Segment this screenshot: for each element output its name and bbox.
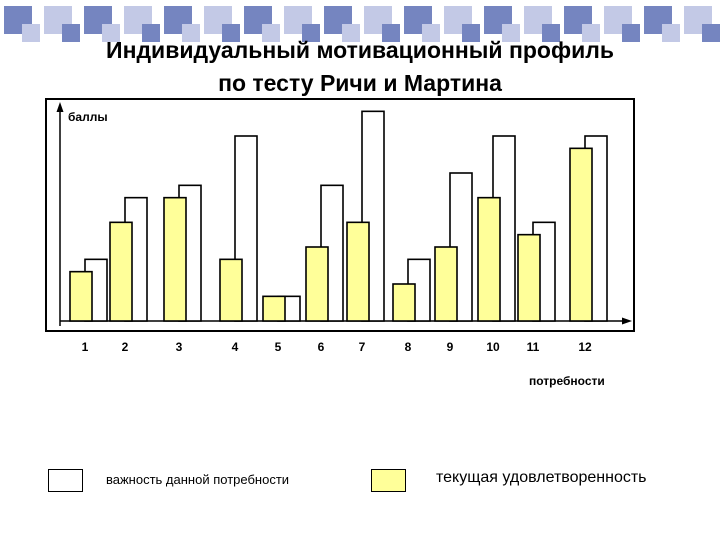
deco-square: [142, 24, 160, 42]
x-tick-label-2: 2: [122, 340, 129, 354]
bar-satisfaction-10: [477, 196, 501, 322]
deco-square: [102, 24, 120, 42]
deco-square: [382, 24, 400, 42]
deco-square: [502, 24, 520, 42]
x-tick-label-9: 9: [447, 340, 454, 354]
deco-square: [422, 24, 440, 42]
bar-satisfaction-5: [262, 295, 286, 322]
legend-swatch-importance: [48, 469, 83, 492]
deco-square: [662, 24, 680, 42]
x-tick-label-4: 4: [232, 340, 239, 354]
deco-square: [22, 24, 40, 42]
bar-satisfaction-11: [517, 233, 541, 322]
deco-square: [62, 24, 80, 42]
deco-square: [622, 24, 640, 42]
slide-title-line-1: Индивидуальный мотивационный профиль: [106, 37, 614, 63]
deco-square: [222, 24, 240, 42]
deco-square: [462, 24, 480, 42]
decorative-header-squares: [4, 6, 720, 42]
x-tick-label-3: 3: [176, 340, 183, 354]
bars-group: [69, 110, 608, 322]
x-tick-label-7: 7: [359, 340, 366, 354]
x-tick-label-8: 8: [405, 340, 412, 354]
slide-title-line-2: по тесту Ричи и Мартина: [218, 70, 502, 96]
x-tick-label-12: 12: [578, 340, 592, 354]
slide-title: Индивидуальный мотивационный профиль по …: [0, 34, 720, 100]
deco-square: [582, 24, 600, 42]
deco-square: [542, 24, 560, 42]
bar-satisfaction-2: [109, 221, 133, 322]
y-axis: [56, 102, 64, 326]
bar-satisfaction-9: [434, 246, 458, 322]
bar-satisfaction-4: [219, 258, 243, 322]
bar-satisfaction-6: [305, 246, 329, 322]
legend-label-importance: важность данной потребности: [106, 472, 290, 487]
x-tick-label-11: 11: [527, 340, 540, 354]
x-tick-label-10: 10: [486, 340, 500, 354]
deco-square: [182, 24, 200, 42]
bar-satisfaction-7: [346, 221, 370, 322]
bar-satisfaction-1: [69, 270, 93, 322]
bar-satisfaction-8: [392, 283, 416, 322]
x-tick-label-6: 6: [318, 340, 325, 354]
x-axis-label: потребности: [529, 374, 605, 388]
legend-label-satisfaction: текущая удовлетворенность: [436, 469, 647, 486]
bar-satisfaction-12: [569, 147, 593, 322]
x-tick-label-1: 1: [82, 340, 89, 354]
legend-swatch-satisfaction: [371, 469, 406, 492]
deco-square: [302, 24, 320, 42]
x-tick-labels: 1 2 3 4 5 6 7 8 9 10 11 12: [82, 340, 592, 354]
y-axis-label: баллы: [68, 110, 108, 124]
bar-satisfaction-3: [163, 196, 187, 322]
x-tick-label-5: 5: [275, 340, 282, 354]
deco-square: [262, 24, 280, 42]
deco-square: [342, 24, 360, 42]
deco-square: [702, 24, 720, 42]
